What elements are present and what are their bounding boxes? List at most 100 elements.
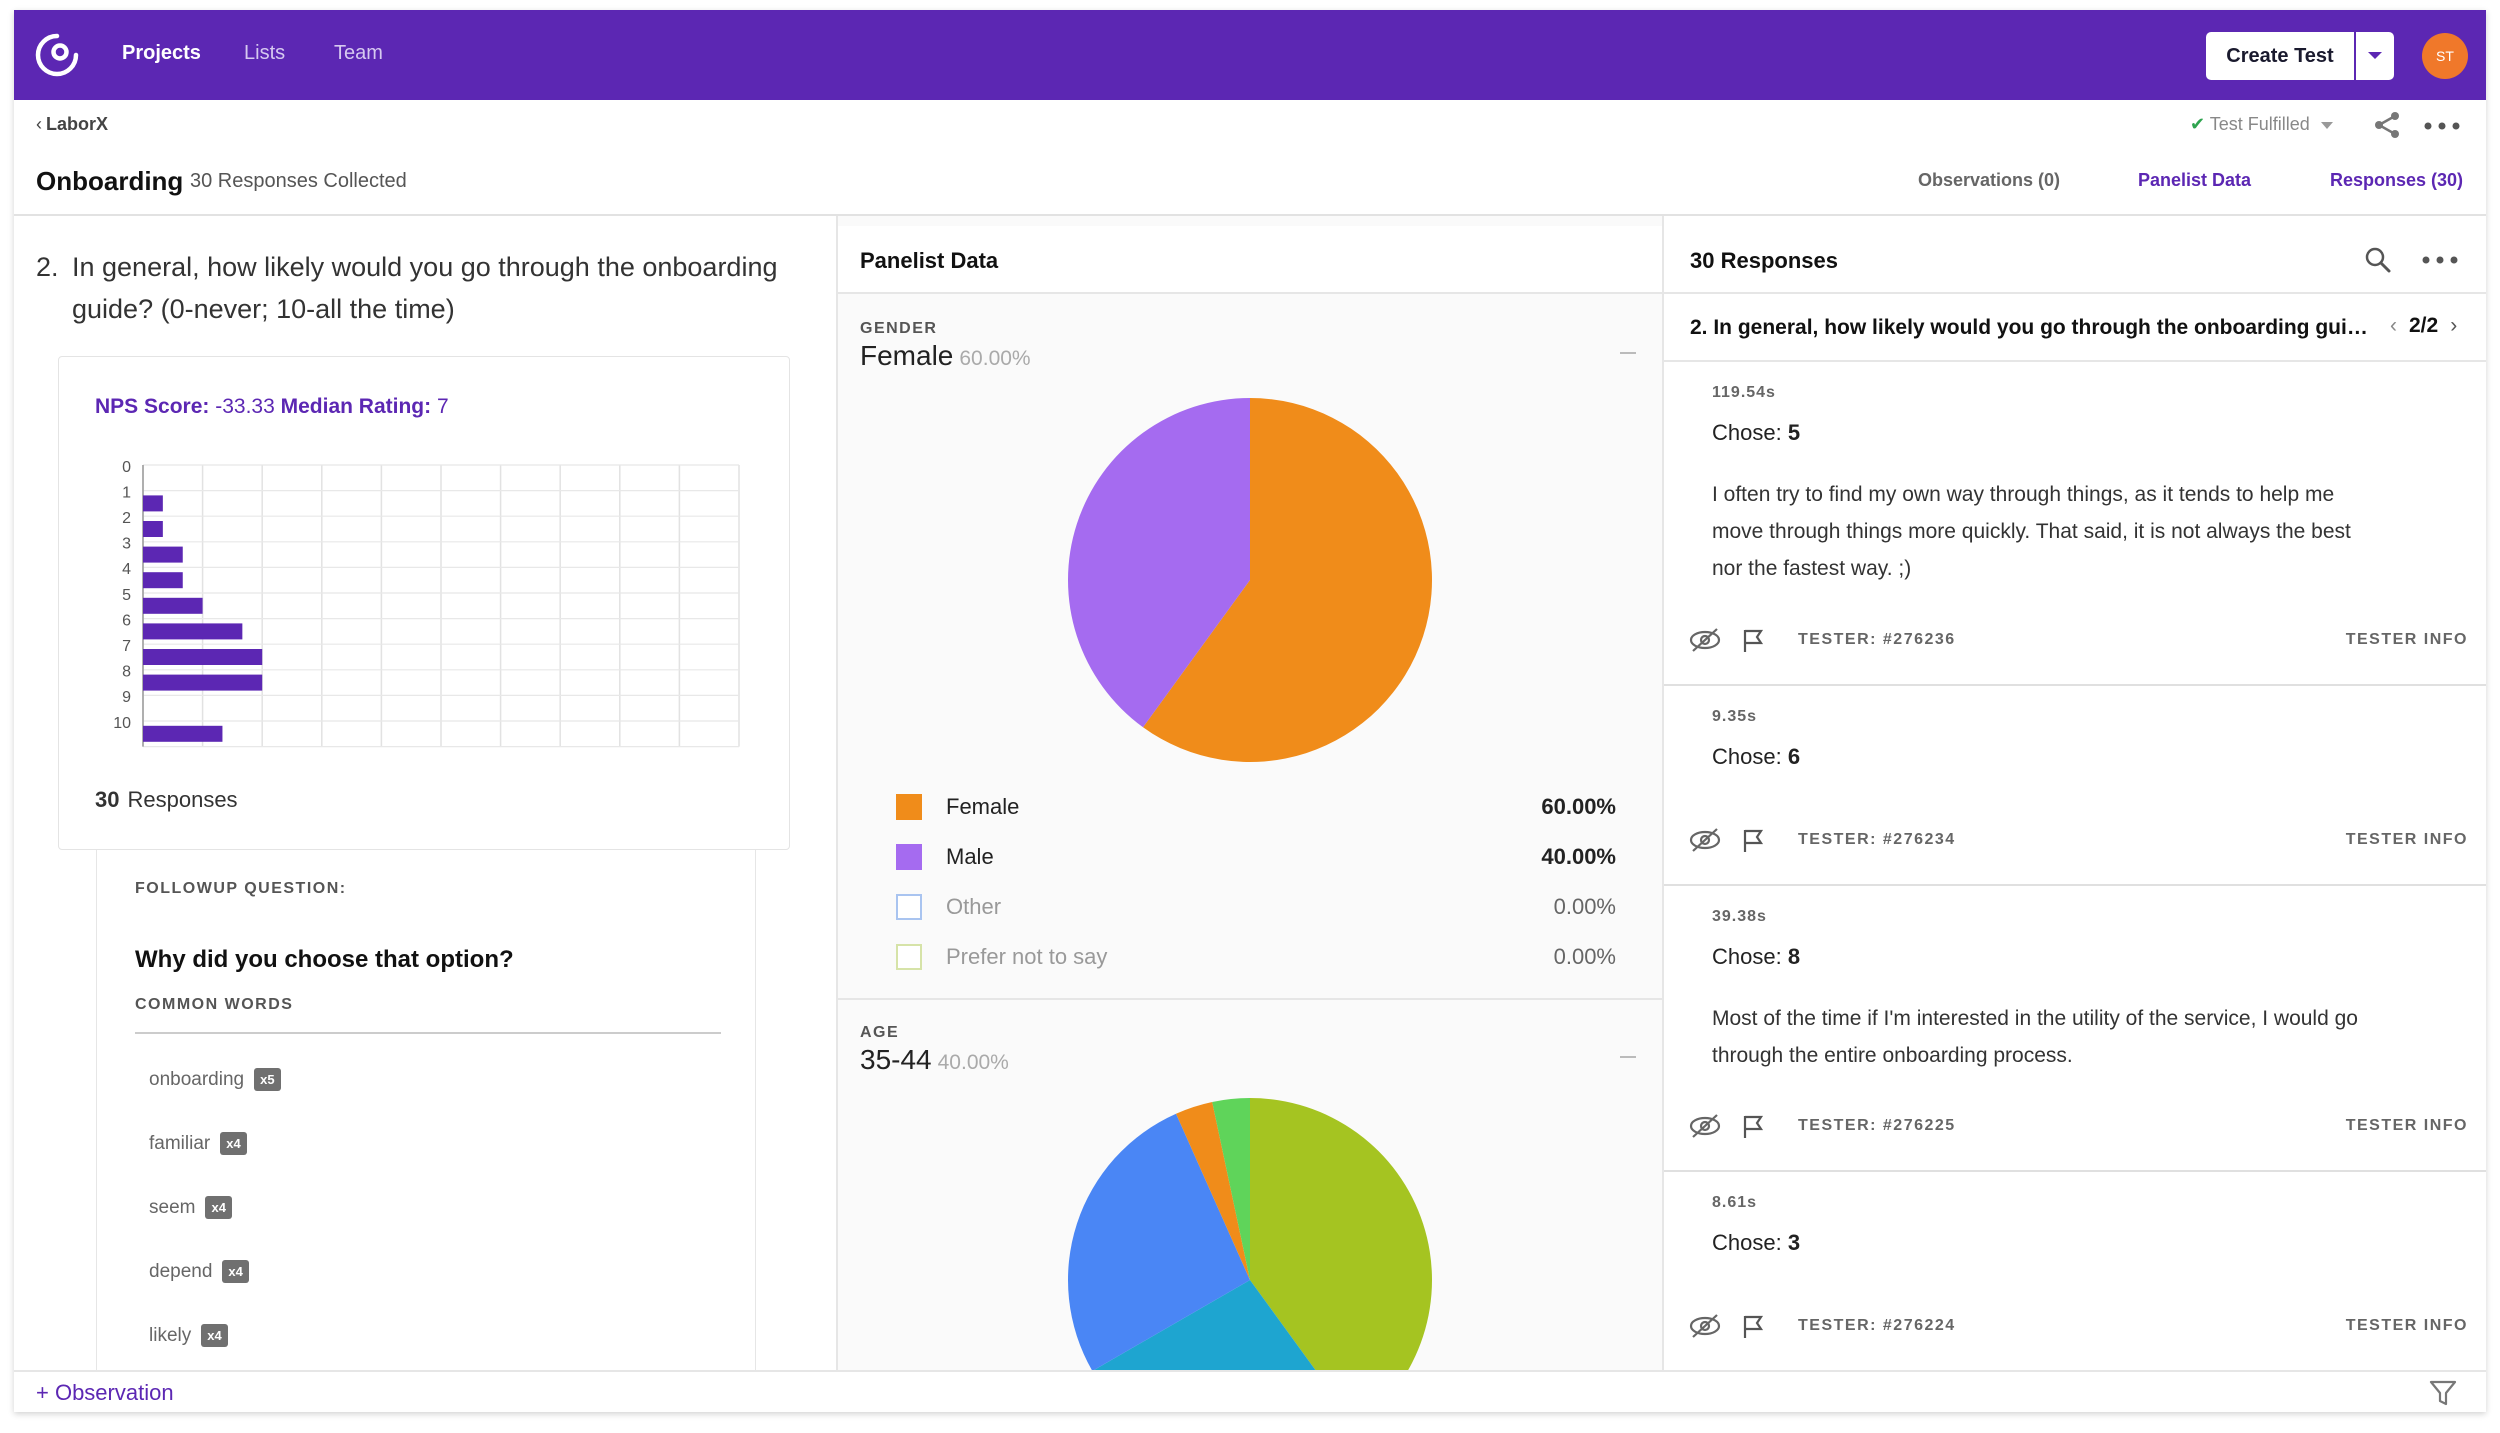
response-choice: Chose: 3 — [1712, 1230, 1800, 1256]
y-tick-label: 6 — [122, 612, 131, 629]
pie-slice[interactable] — [1092, 1280, 1357, 1370]
legend-label: Male — [946, 844, 994, 869]
breadcrumb-label: LaborX — [46, 114, 109, 134]
word-text: seem — [149, 1196, 196, 1218]
avatar[interactable]: ST — [2422, 33, 2468, 79]
tester-info-link[interactable]: TESTER INFO — [2345, 631, 2468, 648]
chevron-left-icon[interactable]: ‹ — [2390, 314, 2397, 337]
caret-down-icon — [2320, 122, 2333, 129]
age-top-value: 35-44 40.00% — [860, 1044, 1009, 1076]
common-word[interactable]: depend x4 — [149, 1260, 249, 1283]
app-window: Projects Lists Team Create Test ST ‹ Labo… — [14, 10, 2486, 1412]
breadcrumb[interactable]: ‹ LaborX — [36, 114, 108, 135]
response-text-line: I often try to find my own way through t… — [1712, 483, 2335, 506]
y-tick-label: 5 — [122, 587, 131, 604]
hide-icon[interactable] — [1688, 826, 1722, 854]
collapse-age-icon[interactable] — [1620, 1056, 1636, 1058]
hide-icon[interactable] — [1688, 626, 1722, 654]
common-word[interactable]: seem x4 — [149, 1196, 232, 1219]
bar[interactable] — [143, 623, 243, 640]
test-status[interactable]: ✔ Test Fulfilled — [2190, 114, 2333, 135]
app-logo-icon[interactable] — [34, 32, 80, 78]
followup-question: Why did you choose that option? — [135, 946, 514, 973]
nav-lists[interactable]: Lists — [244, 42, 286, 64]
gender-top-value: Female 60.00% — [860, 340, 1031, 372]
common-word[interactable]: familiar x4 — [149, 1132, 247, 1155]
chose-label: Chose: — [1712, 744, 1782, 769]
bar[interactable] — [143, 649, 263, 665]
page-title: Onboarding — [36, 166, 184, 196]
bar[interactable] — [143, 674, 263, 691]
flag-icon[interactable] — [1742, 1114, 1764, 1140]
flag-icon[interactable] — [1742, 828, 1764, 854]
choice-value: 3 — [1787, 1230, 1801, 1255]
bar[interactable] — [143, 725, 223, 742]
common-word[interactable]: likely x4 — [149, 1324, 228, 1347]
legend-swatch — [896, 894, 922, 920]
share-icon[interactable] — [2372, 110, 2402, 140]
age-top-name: 35-44 — [860, 1044, 932, 1075]
pager-label: 2/2 — [2409, 314, 2439, 337]
nps-summary: NPS Score: -33.33 Median Rating: 7 — [95, 395, 449, 419]
legend-swatch — [896, 944, 922, 970]
hide-icon[interactable] — [1688, 1312, 1722, 1340]
common-word[interactable]: onboarding x5 — [149, 1068, 281, 1091]
create-test-button[interactable]: Create Test — [2206, 32, 2354, 80]
bar[interactable] — [143, 597, 203, 614]
pie-slice[interactable] — [1212, 1098, 1250, 1280]
add-observation-button[interactable]: + Observation — [36, 1380, 174, 1405]
pie-slice[interactable] — [1068, 398, 1250, 728]
legend-swatch — [896, 844, 922, 870]
tester-id: TESTER: #276225 — [1798, 1117, 1956, 1134]
tester-info-link[interactable]: TESTER INFO — [2345, 831, 2468, 848]
response-question-text: 2. In general, how likely would you go t… — [1690, 316, 2380, 339]
pie-slice[interactable] — [1068, 1113, 1250, 1370]
chose-label: Chose: — [1712, 944, 1782, 969]
bar[interactable] — [143, 572, 183, 589]
create-test-dropdown[interactable] — [2356, 32, 2394, 80]
bar[interactable] — [143, 495, 163, 512]
age-label: AGE — [860, 1024, 900, 1041]
response-text-line: nor the fastest way. ;) — [1712, 557, 1912, 580]
word-count-badge: x4 — [222, 1260, 249, 1283]
tab-panelist-data[interactable]: Panelist Data — [2138, 170, 2252, 190]
age-top-pct: 40.00% — [937, 1051, 1009, 1074]
response-question-bar: 2. In general, how likely would you go t… — [1664, 294, 2486, 362]
followup-label: FOLLOWUP QUESTION: — [135, 880, 347, 897]
tester-info-link[interactable]: TESTER INFO — [2345, 1117, 2468, 1134]
pie-slice[interactable] — [1143, 398, 1432, 762]
bar[interactable] — [143, 546, 183, 563]
response-text-line: Most of the time if I'm interested in th… — [1712, 1007, 2358, 1030]
flag-icon[interactable] — [1742, 1314, 1764, 1340]
top-nav: Projects Lists Team Create Test ST — [14, 10, 2486, 100]
tester-info-link[interactable]: TESTER INFO — [2345, 1317, 2468, 1334]
more-options-icon[interactable] — [2424, 122, 2460, 130]
bar[interactable] — [143, 521, 163, 537]
hide-icon[interactable] — [1688, 1112, 1722, 1140]
collapse-gender-icon[interactable] — [1620, 352, 1636, 354]
tab-observations[interactable]: Observations (0) — [1918, 170, 2061, 190]
more-options-icon[interactable] — [2422, 256, 2458, 264]
search-icon[interactable] — [2364, 246, 2392, 274]
chevron-left-icon: ‹ — [36, 114, 42, 134]
response-card: 9.35s Chose: 6 TESTER: #276234 TESTER IN… — [1664, 688, 2486, 886]
nav-projects[interactable]: Projects — [122, 42, 201, 64]
pie-slice[interactable] — [1250, 1098, 1432, 1370]
tab-responses[interactable]: Responses (30) — [2330, 170, 2464, 190]
word-count-badge: x4 — [220, 1132, 247, 1155]
filter-icon[interactable] — [2428, 1378, 2458, 1408]
header-divider — [14, 214, 2486, 216]
word-text: depend — [149, 1260, 213, 1282]
chevron-down-icon — [2368, 52, 2382, 59]
chose-label: Chose: — [1712, 1230, 1782, 1255]
response-choice: Chose: 5 — [1712, 420, 1800, 446]
chose-label: Chose: — [1712, 420, 1782, 445]
y-tick-label: 1 — [122, 484, 131, 501]
nav-team[interactable]: Team — [334, 42, 383, 64]
gender-top-pct: 60.00% — [959, 347, 1031, 370]
legend-male: Male 40.00% — [896, 836, 1616, 876]
chevron-right-icon[interactable]: › — [2450, 314, 2458, 337]
age-section: AGE 35-44 40.00% — [838, 1000, 1662, 1370]
pie-slice[interactable] — [1176, 1101, 1250, 1280]
flag-icon[interactable] — [1742, 628, 1764, 654]
